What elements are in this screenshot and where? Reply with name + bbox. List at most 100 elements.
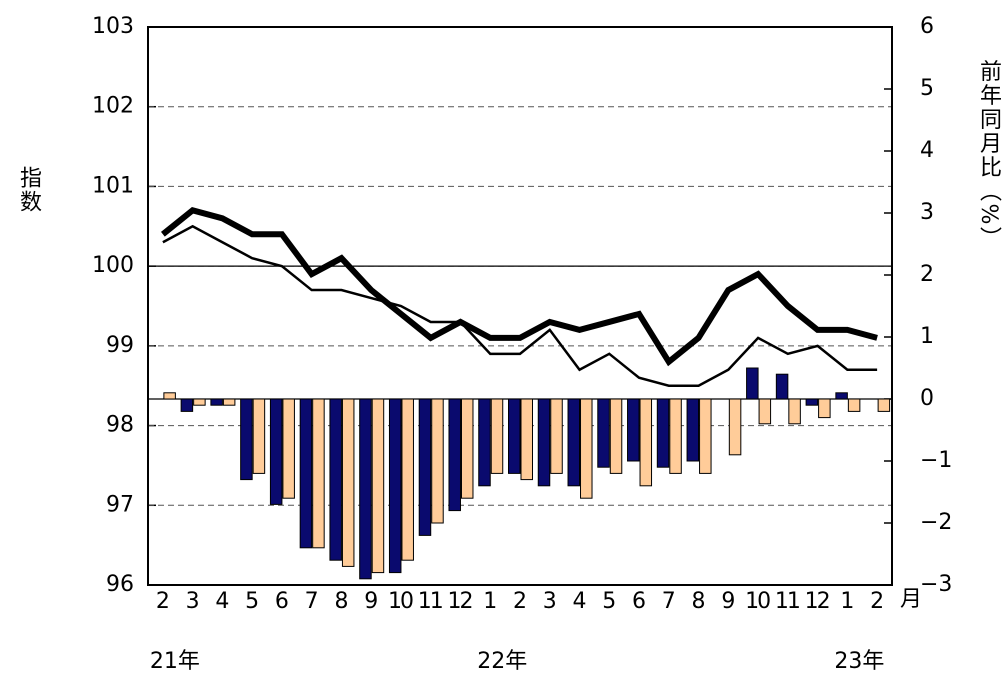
x-unit: 月 [900,587,922,612]
year-label: 23年 [834,649,884,674]
x-tick-label: 5 [602,589,616,614]
y2-tick-label: −1 [920,448,952,473]
bar [699,398,712,474]
y-tick-label: 100 [92,253,134,278]
bar [431,398,444,524]
x-tick-label: 2 [870,589,884,614]
x-tick-label: 6 [275,589,289,614]
y-tick-label: 98 [106,413,134,438]
bar [418,398,432,536]
bar [371,398,385,574]
x-tick-label: 12 [447,589,473,614]
bar [210,398,223,406]
plot-frame [147,26,893,586]
bar [193,398,206,406]
bar [490,398,504,474]
x-tick-label: 4 [573,589,587,614]
x-tick-label: 1 [840,589,854,614]
bar [460,398,474,499]
bar [401,398,414,561]
x-tick-label: 8 [692,589,706,614]
bar [180,398,194,412]
x-tick-label: 3 [186,589,200,614]
bar [269,398,283,505]
bar [537,398,551,487]
bar [609,398,623,474]
bar [728,398,742,456]
y2-tick-label: −3 [920,572,952,597]
x-tick-label: 11 [418,589,444,614]
y-axis-label: 指数 [16,166,42,214]
line [162,224,878,387]
bar [299,398,313,549]
y2-tick-label: 6 [920,14,934,39]
y-tick-label: 99 [106,333,134,358]
bar [359,398,372,580]
y2-tick-label: 0 [920,386,934,411]
bar [329,398,342,561]
x-tick-label: 7 [662,589,676,614]
bar [252,398,266,474]
year-label: 22年 [477,649,527,674]
bar [222,398,236,406]
y2-tick-label: 4 [920,138,934,163]
bar [686,398,700,462]
y-tick-label: 97 [106,492,134,517]
y-tick-label: 103 [92,14,134,39]
x-tick-label: 4 [215,589,229,614]
y2-tick-label: 5 [920,76,934,101]
bar [758,398,772,425]
bar [639,398,653,487]
x-tick-label: 2 [156,589,170,614]
year-label: 21年 [150,649,200,674]
y-tick-label: 96 [106,572,134,597]
bar [669,398,682,474]
y2-axis-label: 前年同月比（%） [976,60,1002,251]
bar [835,392,848,400]
y2-tick-label: 2 [920,262,934,287]
x-tick-label: 5 [245,589,259,614]
y2-tick-label: −2 [920,510,952,535]
line [161,207,878,367]
bar [341,398,355,567]
x-tick-label: 11 [775,589,801,614]
y2-tick-label: 1 [920,324,934,349]
x-tick-label: 10 [745,589,771,614]
bar [847,398,861,412]
bar [805,398,819,406]
x-tick-label: 9 [364,589,378,614]
bar [312,398,325,549]
x-tick-label: 6 [632,589,646,614]
bar [550,398,563,474]
bar [240,398,253,481]
bar [656,398,670,468]
bar [520,398,533,481]
x-tick-label: 9 [721,589,735,614]
x-tick-label: 10 [388,589,414,614]
x-tick-label: 2 [513,589,527,614]
bar [448,398,461,512]
bar [597,398,610,468]
bar [775,373,789,400]
x-tick-label: 12 [805,589,831,614]
bar [818,398,831,419]
bar [788,398,801,425]
bar [627,398,640,462]
y-tick-label: 102 [92,94,134,119]
x-tick-label: 8 [334,589,348,614]
bar [388,398,402,574]
bar [580,398,593,499]
bar [163,392,176,400]
bar [746,367,759,400]
x-tick-label: 3 [543,589,557,614]
y-tick-label: 101 [92,173,134,198]
x-tick-label: 1 [483,589,497,614]
bar [478,398,491,487]
bar [877,398,891,412]
y2-tick-label: 3 [920,200,934,225]
bar [567,398,581,487]
x-tick-label: 7 [305,589,319,614]
bar [282,398,295,499]
bar [508,398,521,474]
